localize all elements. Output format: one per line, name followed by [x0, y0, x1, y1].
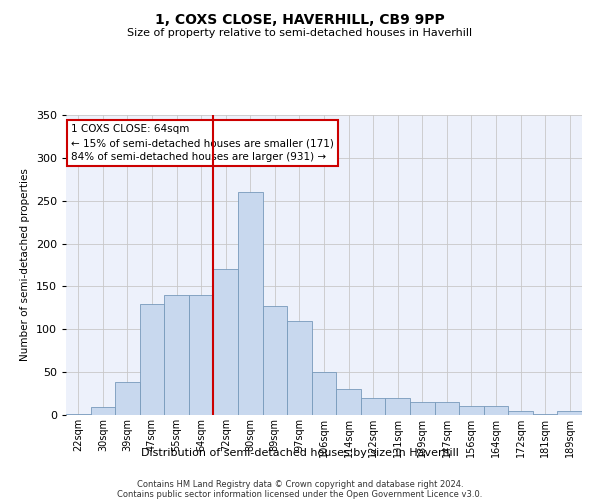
Bar	[189, 295, 214, 415]
Bar	[287, 320, 312, 415]
Text: Contains HM Land Registry data © Crown copyright and database right 2024.: Contains HM Land Registry data © Crown c…	[137, 480, 463, 489]
Bar	[410, 402, 434, 415]
Bar	[66, 414, 91, 415]
Text: Distribution of semi-detached houses by size in Haverhill: Distribution of semi-detached houses by …	[141, 448, 459, 458]
Bar	[459, 406, 484, 415]
Bar	[508, 410, 533, 415]
Bar	[484, 406, 508, 415]
Bar	[140, 304, 164, 415]
Bar	[557, 410, 582, 415]
Bar	[434, 402, 459, 415]
Text: 1, COXS CLOSE, HAVERHILL, CB9 9PP: 1, COXS CLOSE, HAVERHILL, CB9 9PP	[155, 12, 445, 26]
Bar	[91, 408, 115, 415]
Text: Size of property relative to semi-detached houses in Haverhill: Size of property relative to semi-detach…	[127, 28, 473, 38]
Bar	[263, 306, 287, 415]
Bar	[164, 295, 189, 415]
Y-axis label: Number of semi-detached properties: Number of semi-detached properties	[20, 168, 30, 362]
Bar	[361, 398, 385, 415]
Bar	[115, 382, 140, 415]
Text: 1 COXS CLOSE: 64sqm
← 15% of semi-detached houses are smaller (171)
84% of semi-: 1 COXS CLOSE: 64sqm ← 15% of semi-detach…	[71, 124, 334, 162]
Bar	[238, 192, 263, 415]
Text: Contains public sector information licensed under the Open Government Licence v3: Contains public sector information licen…	[118, 490, 482, 499]
Bar	[385, 398, 410, 415]
Bar	[312, 372, 336, 415]
Bar	[533, 414, 557, 415]
Bar	[214, 270, 238, 415]
Bar	[336, 390, 361, 415]
